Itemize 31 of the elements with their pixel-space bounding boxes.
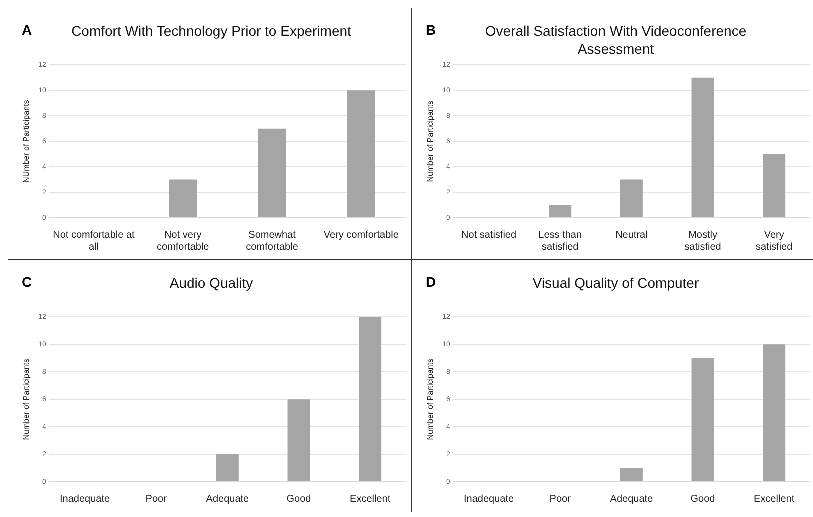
x-tick-label: Not comfortable at all [53,230,136,253]
text: B [426,22,436,38]
x-tick-label: Inadequate [464,494,515,505]
x-tick-label: Adequate [610,494,654,505]
x-tick-label: Less than satisfied [538,230,582,253]
x-tick-label: Mostly satisfied [684,230,722,253]
x-tick-label: Excellent [754,494,795,505]
x-tick-label: Somewhat comfortable [246,230,299,253]
x-tick-label: Not very comfortable [156,230,210,253]
chart-title: Comfort With Technology Prior to Experiment [70,22,352,41]
x-tick-label: Not satisfied [462,230,517,241]
x-tick-label: Very comfortable [324,230,400,241]
x-tick-label: Adequate [206,494,250,505]
chart-title: Audio Quality [168,274,254,293]
x-tick-label: Poor [146,494,168,505]
chart-title: Overall Satisfaction With Videoconference Assessment [484,22,748,58]
y-axis-title: NUmber of Participants [22,100,32,183]
text: A [22,22,32,38]
chart-title: Visual Quality of Computer [532,274,700,293]
y-axis-title: Number of Participants [426,358,436,440]
x-tick-label: Good [690,494,716,505]
y-axis-title: Number of Participants [426,100,436,182]
y-axis-title: Number of Participants [22,358,32,440]
x-tick-label: Neutral [616,230,648,241]
text: C [22,274,32,290]
text: D [426,274,436,290]
x-tick-label: Very satisfied [756,230,793,253]
x-tick-label: Poor [550,494,572,505]
x-tick-label: Good [286,494,312,505]
x-tick-label: Inadequate [60,494,111,505]
x-tick-label: Excellent [350,494,391,505]
